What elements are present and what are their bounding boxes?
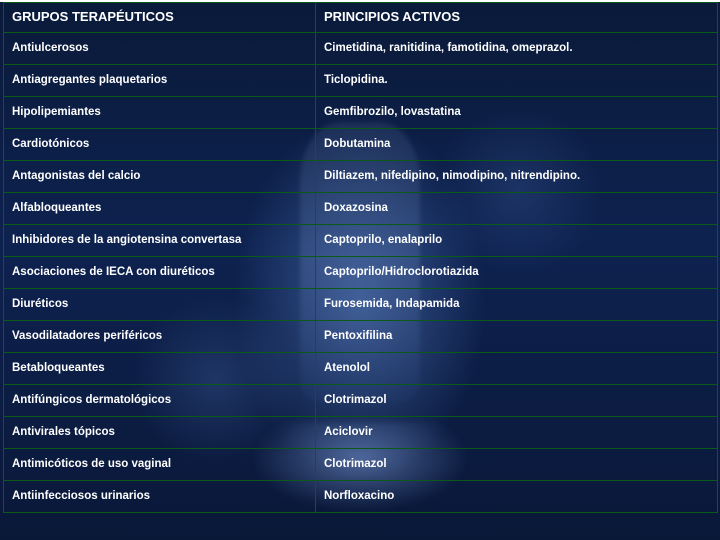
table-row: AlfabloqueantesDoxazosina <box>4 193 718 225</box>
table-header-row: GRUPOS TERAPÉUTICOS PRINCIPIOS ACTIVOS <box>4 3 718 33</box>
cell-grupo: Hipolipemiantes <box>4 97 316 129</box>
cell-grupo: Betabloqueantes <box>4 353 316 385</box>
therapeutic-groups-table: GRUPOS TERAPÉUTICOS PRINCIPIOS ACTIVOS A… <box>3 2 718 513</box>
cell-principio: Aciclovir <box>316 417 718 449</box>
cell-grupo: Diuréticos <box>4 289 316 321</box>
cell-grupo: Vasodilatadores periféricos <box>4 321 316 353</box>
cell-principio: Atenolol <box>316 353 718 385</box>
cell-principio: Clotrimazol <box>316 385 718 417</box>
cell-principio: Clotrimazol <box>316 449 718 481</box>
table-row: BetabloqueantesAtenolol <box>4 353 718 385</box>
cell-grupo: Alfabloqueantes <box>4 193 316 225</box>
table-row: Antifúngicos dermatológicosClotrimazol <box>4 385 718 417</box>
cell-grupo: Antifúngicos dermatológicos <box>4 385 316 417</box>
cell-principio: Ticlopidina. <box>316 65 718 97</box>
cell-principio: Norfloxacino <box>316 481 718 513</box>
table-body: AntiulcerososCimetidina, ranitidina, fam… <box>4 33 718 513</box>
cell-principio: Captoprilo, enalaprilo <box>316 225 718 257</box>
cell-principio: Dobutamina <box>316 129 718 161</box>
cell-grupo: Antiulcerosos <box>4 33 316 65</box>
cell-grupo: Asociaciones de IECA con diuréticos <box>4 257 316 289</box>
table-row: AntiulcerososCimetidina, ranitidina, fam… <box>4 33 718 65</box>
table-row: Asociaciones de IECA con diuréticosCapto… <box>4 257 718 289</box>
table-row: CardiotónicosDobutamina <box>4 129 718 161</box>
col-header-grupos: GRUPOS TERAPÉUTICOS <box>4 3 316 33</box>
table-row: DiuréticosFurosemida, Indapamida <box>4 289 718 321</box>
table-row: Antiagregantes plaquetariosTiclopidina. <box>4 65 718 97</box>
table-row: Antiinfecciosos urinariosNorfloxacino <box>4 481 718 513</box>
cell-grupo: Antimicóticos de uso vaginal <box>4 449 316 481</box>
cell-principio: Captoprilo/Hidroclorotiazida <box>316 257 718 289</box>
table-row: Inhibidores de la angiotensina convertas… <box>4 225 718 257</box>
col-header-principios: PRINCIPIOS ACTIVOS <box>316 3 718 33</box>
cell-principio: Pentoxifilina <box>316 321 718 353</box>
cell-principio: Diltiazem, nifedipino, nimodipino, nitre… <box>316 161 718 193</box>
cell-grupo: Antagonistas del calcio <box>4 161 316 193</box>
cell-grupo: Antiagregantes plaquetarios <box>4 65 316 97</box>
table-row: Antivirales tópicosAciclovir <box>4 417 718 449</box>
cell-principio: Doxazosina <box>316 193 718 225</box>
table-row: Vasodilatadores periféricosPentoxifilina <box>4 321 718 353</box>
cell-principio: Gemfibrozilo, lovastatina <box>316 97 718 129</box>
cell-principio: Cimetidina, ranitidina, famotidina, omep… <box>316 33 718 65</box>
cell-grupo: Cardiotónicos <box>4 129 316 161</box>
cell-grupo: Inhibidores de la angiotensina convertas… <box>4 225 316 257</box>
table-row: Antagonistas del calcioDiltiazem, nifedi… <box>4 161 718 193</box>
cell-grupo: Antivirales tópicos <box>4 417 316 449</box>
table-row: HipolipemiantesGemfibrozilo, lovastatina <box>4 97 718 129</box>
table-row: Antimicóticos de uso vaginalClotrimazol <box>4 449 718 481</box>
cell-grupo: Antiinfecciosos urinarios <box>4 481 316 513</box>
cell-principio: Furosemida, Indapamida <box>316 289 718 321</box>
